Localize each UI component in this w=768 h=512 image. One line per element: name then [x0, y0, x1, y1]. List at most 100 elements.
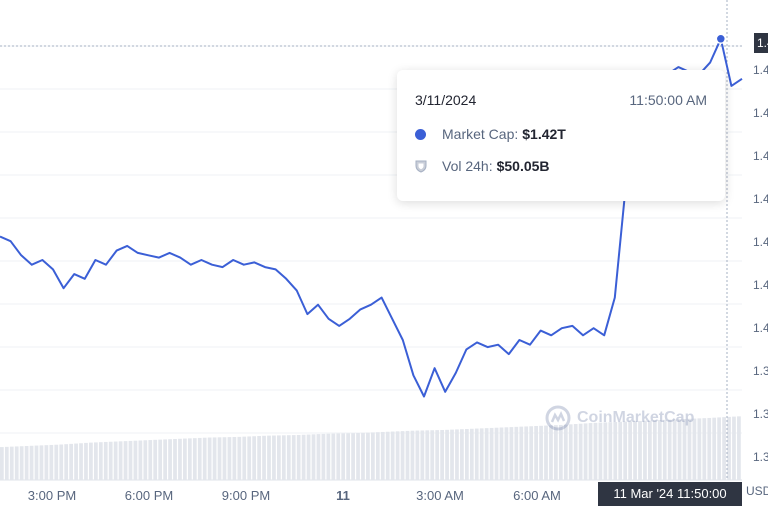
volume-bar: [539, 425, 543, 480]
volume-value: $50.05B: [496, 158, 550, 174]
volume-bar: [554, 425, 558, 480]
tooltip-time: 11:50:00 AM: [629, 92, 707, 108]
watermark-text: CoinMarketCap: [577, 409, 695, 426]
volume-bar: [262, 435, 266, 480]
volume-bar: [39, 445, 44, 480]
volume-bar: [732, 416, 736, 480]
market-cap-line: [0, 37, 743, 398]
volume-bar: [573, 424, 578, 480]
volume-bar: [578, 423, 583, 480]
volume-bar: [351, 433, 355, 480]
volume-bar: [272, 435, 276, 480]
x-tick-label: 11: [336, 488, 350, 503]
market-cap-dot-icon: [415, 128, 426, 140]
volume-bar: [633, 421, 637, 480]
volume-bar: [563, 424, 568, 480]
x-tick-label: 9:00 PM: [222, 488, 270, 503]
volume-shield-icon: [415, 160, 427, 173]
volume-bar: [183, 438, 187, 480]
volume-bar: [54, 444, 59, 480]
volume-bar: [178, 438, 182, 480]
volume-bar: [74, 443, 78, 480]
y-axis-ticks: 1.4 1.4 1.4 1.4 1.4 1.4 1.4 1.3 1.3 1.3: [753, 63, 768, 464]
y-tick-label: 1.4: [753, 278, 768, 292]
y-tick-label: 1.4: [753, 106, 768, 120]
volume-bar: [118, 441, 123, 480]
volume-bar: [469, 428, 474, 480]
volume-bar: [207, 437, 212, 480]
volume-bar: [84, 442, 88, 480]
volume-bar: [568, 424, 573, 480]
volume-bar: [49, 444, 54, 480]
volume-bar: [212, 437, 217, 480]
volume-bar: [603, 422, 608, 480]
x-tick-label: 6:00 AM: [513, 488, 561, 503]
volume-bar: [356, 433, 360, 480]
volume-bar: [662, 419, 667, 480]
volume-bar: [390, 431, 395, 480]
volume-bar: [173, 438, 177, 480]
volume-bar: [385, 431, 390, 480]
market-cap-label: Market Cap:: [442, 126, 519, 142]
x-tick-label: 6:00 PM: [125, 488, 173, 503]
volume-bar: [460, 429, 464, 480]
volume-bar: [677, 419, 682, 480]
volume-bar: [613, 421, 618, 480]
volume-bar: [257, 436, 261, 480]
volume-bar: [375, 432, 380, 480]
volume-bar: [588, 423, 593, 480]
volume-bar: [108, 441, 113, 480]
volume-bar: [464, 428, 469, 480]
volume-bar: [153, 439, 158, 480]
volume-bar: [366, 432, 370, 480]
hover-point: [715, 33, 727, 45]
volume-bar: [252, 436, 257, 480]
y-tick-label: 1.4: [753, 63, 768, 77]
volume-bar: [534, 426, 538, 480]
x-tick-label: 3:00 AM: [416, 488, 464, 503]
volume-bar: [341, 433, 346, 480]
volume-bar: [232, 437, 237, 480]
y-tick-label: 1.3: [753, 450, 768, 464]
x-axis-ticks: 3:00 PM 6:00 PM 9:00 PM 11 3:00 AM 6:00 AM: [28, 488, 561, 503]
volume-bar: [682, 419, 687, 480]
volume-bar: [509, 427, 514, 480]
volume-bar: [93, 442, 98, 480]
volume-bar: [479, 428, 484, 480]
volume-bar: [103, 441, 108, 480]
volume-bar: [420, 430, 425, 480]
volume-bar: [24, 446, 29, 480]
volume-bar: [192, 438, 197, 480]
volume-bar: [435, 430, 440, 480]
volume-bar: [598, 422, 603, 480]
volume-bar: [4, 446, 9, 480]
tooltip-market-cap-row: Market Cap: $1.42T: [415, 126, 707, 142]
volume-bar: [519, 426, 524, 480]
volume-bar: [618, 421, 623, 480]
volume-bar: [267, 435, 271, 480]
volume-bar: [499, 427, 504, 480]
volume-bar: [158, 439, 163, 480]
tooltip-volume-row: Vol 24h: $50.05B: [415, 158, 707, 174]
volume-bar: [707, 417, 712, 480]
volume-bar: [410, 430, 415, 480]
volume-bar: [648, 420, 652, 480]
watermark: CoinMarketCap: [545, 405, 694, 431]
y-tick-label: 1.4: [753, 321, 768, 335]
volume-bar: [702, 418, 707, 480]
volume-bar: [168, 439, 172, 480]
market-cap-value: $1.42T: [522, 126, 566, 142]
volume-bar: [692, 418, 697, 480]
volume-bar: [29, 445, 34, 480]
volume-bar: [628, 421, 632, 480]
volume-bar: [445, 429, 449, 480]
volume-bar: [430, 430, 435, 480]
volume-bar: [643, 420, 647, 480]
volume-bar: [113, 441, 118, 480]
volume-bar: [331, 433, 336, 480]
currency-label: USD: [746, 484, 768, 498]
volume-bar: [187, 438, 192, 480]
volume-bar: [19, 446, 24, 480]
volume-bar: [202, 437, 207, 480]
